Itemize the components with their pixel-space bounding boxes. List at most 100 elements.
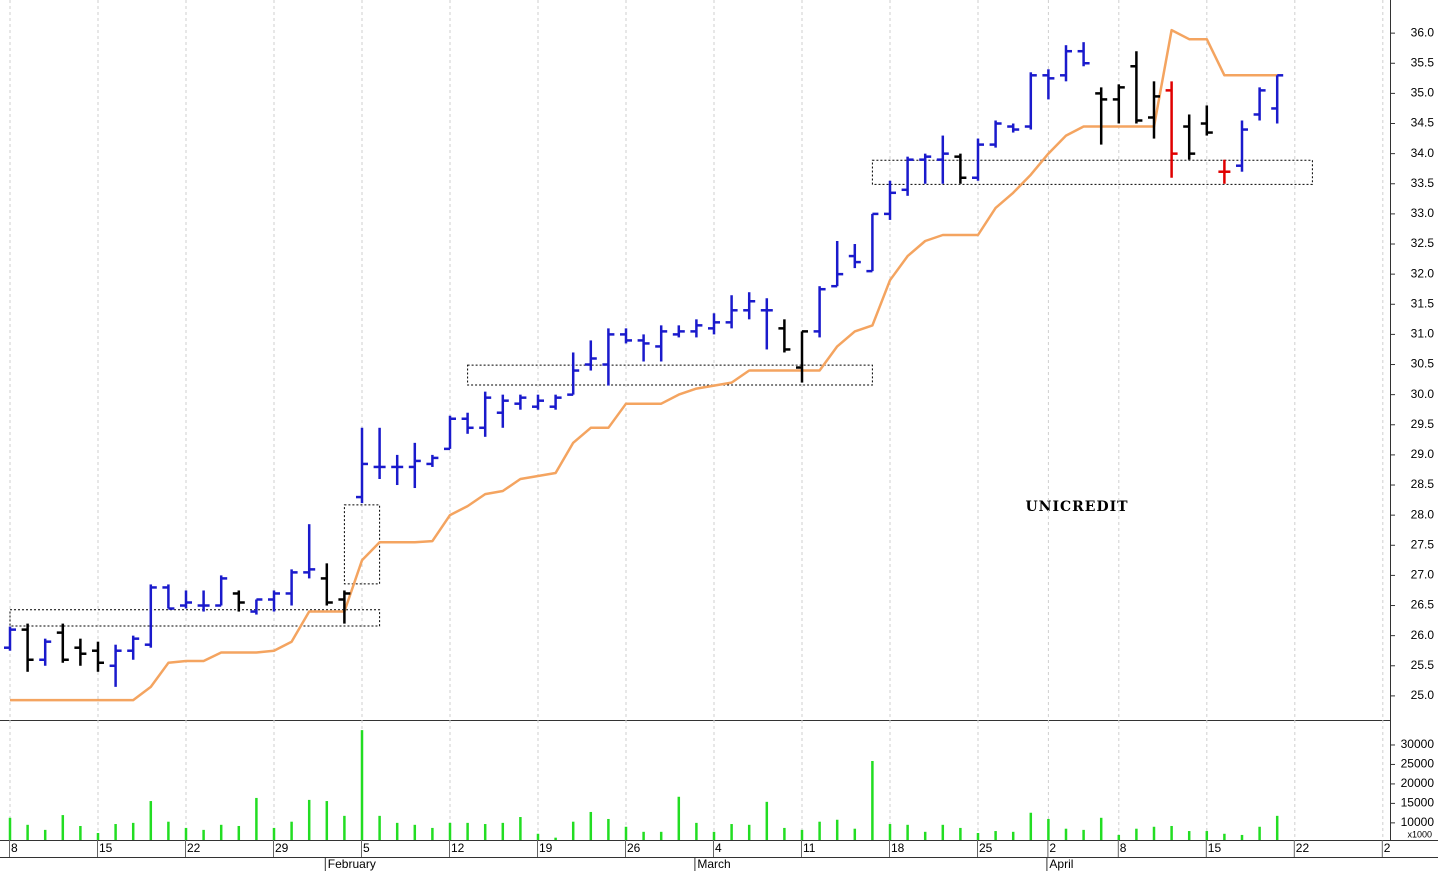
ohlc-bar (1200, 105, 1213, 136)
x-tick-label: 2 (1384, 841, 1391, 855)
y-tick-label: 25.0 (1411, 688, 1435, 702)
ohlc-bar (1024, 72, 1037, 130)
y-tick-label: 31.0 (1411, 327, 1435, 341)
y-tick-label: 34.0 (1411, 146, 1435, 160)
ohlc-bar (549, 394, 562, 410)
ohlc-bar (1271, 74, 1284, 124)
ohlc-bar (250, 598, 263, 615)
ohlc-bar (162, 584, 175, 610)
x-tick-label: 8 (1120, 841, 1127, 855)
y-tick-label: 34.5 (1411, 116, 1435, 130)
ohlc-bar (778, 319, 791, 353)
y-tick-label: 29.5 (1411, 417, 1435, 431)
y-tick-label: 32.5 (1411, 236, 1435, 250)
x-tick-label: 19 (539, 841, 553, 855)
y-tick-label: 30.0 (1411, 387, 1435, 401)
ohlc-bar (690, 319, 703, 338)
ohlc-bar (1042, 69, 1055, 100)
x-tick-label: 18 (891, 841, 905, 855)
zone (871, 159, 1313, 185)
ohlc-bar (831, 241, 844, 288)
ohlc-bar (901, 156, 914, 196)
ohlc-bar (848, 244, 861, 269)
y-tick-label: 28.5 (1411, 477, 1435, 491)
y-tick-label: 28.0 (1411, 507, 1435, 521)
x-tick-label: 26 (627, 841, 641, 855)
ohlc-bar (1253, 87, 1266, 121)
ohlc-bar (760, 298, 773, 350)
x-tick-label: 29 (275, 841, 289, 855)
ohlc-bar (884, 180, 896, 220)
y-tick-label: 29.0 (1411, 447, 1435, 461)
ohlc-bar (936, 135, 949, 184)
ohlc-bar (144, 584, 157, 648)
y-tick-label: 36.0 (1411, 25, 1435, 39)
ohlc-bar (743, 292, 756, 320)
x-tick-label: 15 (99, 841, 113, 855)
ohlc-bar (708, 313, 720, 335)
ohlc-bar (56, 623, 69, 663)
x-tick-label: 4 (715, 841, 722, 855)
ohlc-bar (127, 635, 140, 660)
x-tick-label: 22 (187, 841, 201, 855)
x-tick-label: 12 (451, 841, 465, 855)
month-label: March (697, 857, 730, 871)
month-label: February (328, 857, 376, 871)
y-tick-label: 35.0 (1411, 86, 1435, 100)
ohlc-bar (1148, 81, 1160, 139)
ohlc-bar (1236, 120, 1248, 172)
x-tick-label: 22 (1296, 841, 1310, 855)
ohlc-bar (796, 330, 808, 383)
x-tick-label: 15 (1208, 841, 1222, 855)
volume-tick-label: 25000 (1401, 757, 1435, 771)
volume-tick-label: 20000 (1401, 776, 1435, 790)
ohlc-bar (21, 623, 34, 672)
ohlc-bar (356, 427, 368, 504)
y-tick-label: 26.5 (1411, 598, 1435, 612)
ohlc-bar (338, 590, 351, 624)
zone (9, 609, 381, 627)
volume-tick-label: 10000 (1401, 815, 1435, 829)
x-tick-label: 11 (803, 841, 816, 855)
ohlc-bar (180, 590, 192, 609)
ohlc-bar (1130, 51, 1143, 124)
ohlc-bar (285, 569, 298, 606)
ohlc-bar (479, 391, 492, 437)
volume-tick-label: 30000 (1401, 737, 1435, 751)
trend-line (10, 28, 1278, 702)
ohlc-bar (109, 644, 122, 687)
y-tick-label: 33.0 (1411, 206, 1435, 220)
ohlc-bar (373, 427, 386, 479)
ohlc-bar (408, 442, 421, 489)
chart-title: UNICREDIT (1025, 499, 1128, 515)
ohlc-bar (919, 153, 932, 184)
ohlc-bar (1112, 84, 1125, 124)
ohlc-bar (1060, 45, 1072, 82)
ohlc-bar (866, 212, 879, 273)
ohlc-bar (4, 626, 16, 651)
ohlc-bar (232, 590, 245, 612)
ohlc-bar (514, 394, 527, 410)
ohlc-bar (620, 328, 632, 344)
y-tick-label: 32.0 (1411, 266, 1435, 280)
y-tick-label: 31.5 (1411, 296, 1435, 310)
ohlc-bar (444, 415, 456, 451)
ohlc-bar (532, 394, 544, 410)
ohlc-bar (92, 641, 104, 672)
ohlc-bar (567, 352, 580, 396)
ohlc-bar (426, 454, 439, 467)
ohlc-bar (725, 295, 738, 329)
y-tick-label: 30.5 (1411, 357, 1435, 371)
y-tick-label: 35.5 (1411, 55, 1435, 69)
volume-unit: x1000 (1407, 829, 1432, 839)
y-tick-label: 27.0 (1411, 568, 1435, 582)
ohlc-bar (39, 638, 52, 666)
x-tick-label: 8 (11, 841, 18, 855)
ohlc-bar (1007, 123, 1020, 133)
ohlc-bar (461, 412, 474, 434)
ohlc-bar (215, 575, 228, 607)
ohlc-bar (1095, 87, 1108, 145)
y-tick-label: 25.5 (1411, 658, 1435, 672)
y-tick-label: 27.5 (1411, 537, 1435, 551)
